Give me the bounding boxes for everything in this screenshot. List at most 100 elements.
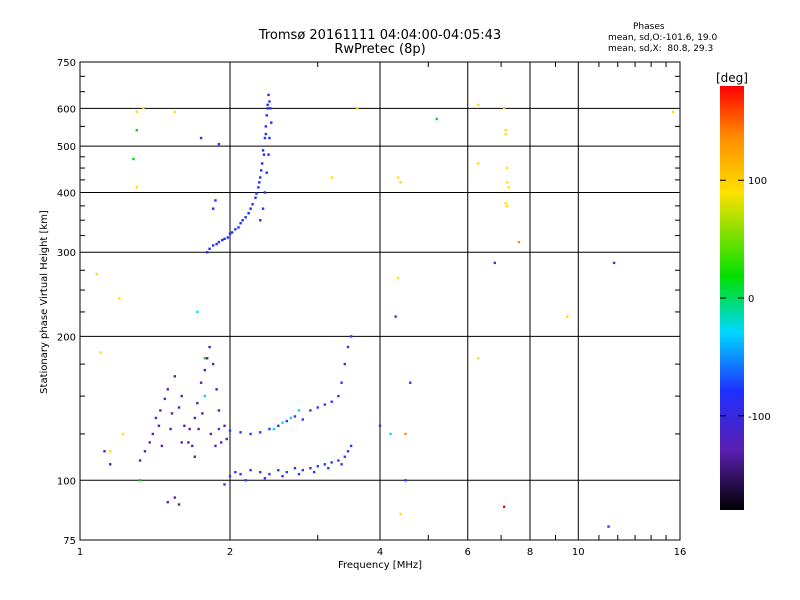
data-point <box>193 416 197 420</box>
data-point <box>239 472 242 476</box>
data-point <box>103 450 106 453</box>
colorbar-ticks: 100 0 -100 <box>720 176 771 423</box>
data-point <box>477 103 480 107</box>
data-point <box>257 186 260 189</box>
x-tick-label: 1 <box>77 547 83 558</box>
data-point <box>337 459 340 462</box>
data-point <box>225 437 228 441</box>
data-point <box>180 394 183 398</box>
data-point <box>157 424 161 428</box>
data-point <box>211 244 215 247</box>
phase-stats-o: mean, sd,O:-101.6, 19.0 <box>608 33 718 43</box>
chart-title: Tromsø 20161111 04:04:00-04:05:43 <box>258 28 502 43</box>
y-tick-label: 300 <box>57 248 76 259</box>
data-point <box>277 424 280 428</box>
data-point <box>409 381 412 384</box>
data-point <box>477 357 480 360</box>
data-point <box>262 153 266 156</box>
x-tick-label: 8 <box>527 547 533 558</box>
data-point <box>270 121 273 124</box>
data-point <box>396 176 400 179</box>
data-points <box>95 93 675 528</box>
data-point <box>244 479 247 482</box>
data-point <box>259 176 262 179</box>
data-point <box>671 110 675 114</box>
data-point <box>309 466 312 470</box>
data-point <box>396 276 400 280</box>
y-tick-label: 75 <box>63 536 76 547</box>
data-point <box>399 512 402 516</box>
data-point <box>281 421 284 424</box>
data-point <box>169 427 172 431</box>
data-point <box>259 470 262 474</box>
data-point <box>261 207 265 210</box>
data-point <box>99 351 102 354</box>
data-point <box>263 191 267 194</box>
data-point <box>272 427 276 431</box>
data-point <box>293 466 297 470</box>
data-point <box>505 166 509 170</box>
data-point <box>323 463 327 466</box>
data-point <box>389 432 392 436</box>
data-point <box>565 315 569 318</box>
y-tick-label: 750 <box>57 58 76 69</box>
data-point <box>223 424 226 428</box>
data-point <box>293 415 297 418</box>
data-point <box>217 142 221 146</box>
data-point <box>135 186 138 189</box>
data-point <box>196 310 199 314</box>
data-point <box>241 219 244 222</box>
data-point <box>215 242 218 246</box>
data-point <box>269 107 272 110</box>
data-point <box>199 381 203 384</box>
x-tick-label: 10 <box>572 547 585 558</box>
data-point <box>196 401 199 405</box>
data-point <box>507 186 510 189</box>
data-point <box>203 357 206 360</box>
data-point <box>327 466 330 470</box>
data-point <box>166 500 169 504</box>
data-point <box>607 525 610 528</box>
data-point <box>211 207 215 210</box>
data-point <box>349 444 353 448</box>
data-point <box>502 107 506 110</box>
data-point <box>228 232 232 235</box>
data-point <box>135 110 138 114</box>
data-point <box>505 181 509 184</box>
data-point <box>435 117 438 121</box>
data-point <box>135 128 138 132</box>
data-point <box>612 261 616 265</box>
data-point <box>173 110 177 114</box>
y-axis-label: Stationary phase Virtual Height [km] <box>39 210 50 394</box>
data-point <box>254 196 257 199</box>
data-point <box>268 100 271 103</box>
data-point <box>143 450 147 453</box>
colorbar-tick-label: -100 <box>748 412 771 423</box>
data-point <box>266 103 269 107</box>
data-point <box>340 463 343 466</box>
data-point <box>249 207 252 210</box>
data-point <box>228 474 232 478</box>
x-tick-label: 6 <box>465 547 471 558</box>
data-point <box>330 461 333 464</box>
data-point <box>343 362 347 366</box>
data-point <box>209 432 212 436</box>
x-tick-labels: 1 2 4 6 8 10 16 <box>77 547 687 558</box>
data-point <box>208 345 211 349</box>
data-point <box>177 503 181 506</box>
data-point <box>249 432 252 436</box>
y-tick-label: 600 <box>57 104 76 115</box>
data-point <box>154 416 158 420</box>
data-point <box>337 394 340 398</box>
data-point <box>187 441 190 444</box>
data-point <box>166 388 169 391</box>
data-point <box>259 169 263 172</box>
data-point <box>265 171 268 174</box>
data-point <box>223 237 226 241</box>
data-point <box>170 412 174 415</box>
data-point <box>504 132 507 136</box>
data-point <box>259 219 262 222</box>
data-point <box>255 192 258 195</box>
data-point <box>228 429 232 432</box>
